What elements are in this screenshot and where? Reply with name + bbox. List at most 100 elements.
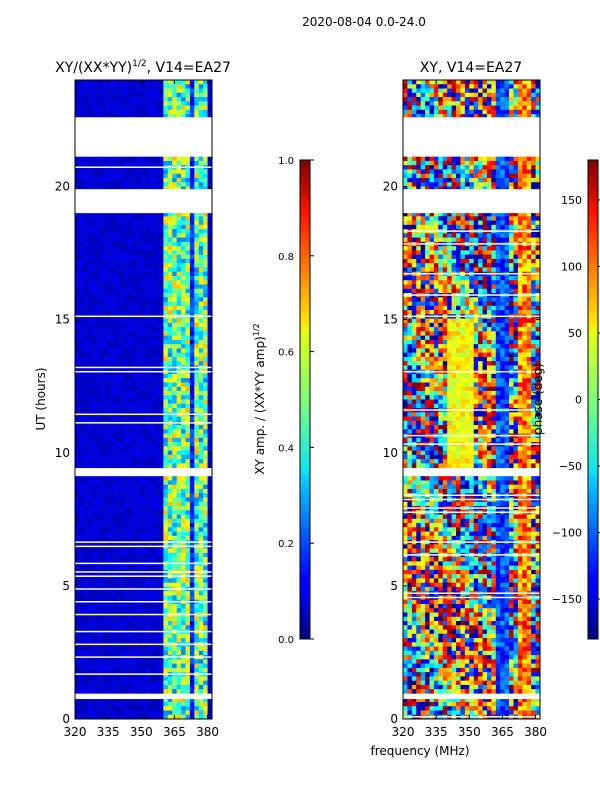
heatmap-cell	[141, 160, 147, 166]
heatmap-cell	[500, 114, 506, 119]
heatmap-cell	[145, 706, 151, 711]
heatmap-cell	[92, 318, 98, 324]
heatmap-cell	[172, 454, 178, 460]
heatmap-cell	[123, 92, 129, 98]
heatmap-cell	[203, 233, 208, 239]
heatmap-cell	[145, 356, 151, 362]
heatmap-cell	[194, 246, 200, 251]
heatmap-cell	[189, 399, 195, 405]
heatmap-cell	[97, 293, 102, 298]
heatmap-cell	[92, 484, 98, 490]
heatmap-cell	[105, 114, 111, 119]
heatmap-cell	[154, 92, 160, 98]
heatmap-cell	[105, 667, 111, 673]
heatmap-cell	[172, 361, 178, 366]
heatmap-cell	[194, 177, 200, 183]
heatmap-cell	[154, 710, 160, 716]
heatmap-cell	[504, 173, 510, 179]
heatmap-cell	[123, 459, 129, 464]
heatmap-cell	[189, 506, 195, 511]
heatmap-cell	[163, 318, 169, 324]
heatmap-cell	[114, 220, 120, 226]
heatmap-cell	[469, 233, 475, 239]
heatmap-cell	[447, 165, 453, 170]
heatmap-cell	[92, 339, 98, 345]
heatmap-cell	[128, 101, 133, 106]
heatmap-cell	[189, 450, 195, 456]
heatmap-cell	[128, 582, 133, 588]
heatmap-cell	[163, 476, 169, 481]
heatmap-cell	[486, 109, 492, 115]
heatmap-cell	[407, 212, 413, 217]
heatmap-cell	[154, 463, 160, 469]
heatmap-cell	[203, 327, 208, 332]
heatmap-cell	[189, 514, 195, 520]
heatmap-cell	[189, 378, 195, 383]
heatmap-cell	[105, 182, 111, 187]
heatmap-cell	[150, 710, 155, 716]
heatmap-cell	[110, 109, 116, 115]
heatmap-cell	[167, 293, 173, 298]
heatmap-cell	[110, 684, 116, 690]
y-tick-label: 20	[55, 180, 70, 194]
heatmap-cell	[114, 514, 120, 520]
heatmap-cell	[478, 101, 483, 106]
heatmap-cell	[88, 220, 94, 226]
heatmap-cell	[88, 459, 94, 464]
heatmap-cell	[123, 510, 129, 515]
heatmap-cell	[154, 220, 160, 226]
heatmap-cell	[83, 488, 89, 494]
heatmap-cell	[92, 263, 98, 268]
heatmap-cell	[185, 403, 191, 409]
heatmap-cell	[128, 378, 133, 383]
heatmap-cell	[158, 254, 164, 260]
heatmap-cell	[105, 497, 111, 503]
heatmap-cell	[167, 625, 173, 630]
heatmap-cell	[145, 88, 151, 94]
heatmap-cell	[119, 275, 125, 281]
heatmap-cell	[141, 254, 147, 260]
heatmap-cell	[158, 169, 164, 175]
heatmap-cell	[136, 233, 142, 239]
heatmap-cell	[167, 476, 173, 481]
heatmap-cell	[194, 305, 200, 311]
heatmap-cell	[456, 92, 461, 98]
heatmap-cell	[92, 92, 98, 98]
heatmap-cell	[83, 182, 89, 187]
heatmap-cell	[198, 254, 204, 260]
heatmap-cell	[83, 246, 89, 251]
heatmap-cell	[442, 169, 448, 175]
heatmap-cell	[416, 173, 422, 179]
heatmap-cell	[181, 97, 186, 102]
heatmap-cell	[141, 506, 147, 511]
heatmap-cell	[79, 514, 85, 520]
heatmap-cell	[150, 625, 155, 630]
heatmap-cell	[194, 293, 200, 298]
heatmap-cell	[456, 160, 461, 166]
heatmap-cell	[478, 114, 483, 119]
heatmap-cell	[447, 109, 453, 115]
heatmap-cell	[75, 510, 80, 515]
heatmap-cell	[185, 258, 191, 264]
heatmap-cell	[172, 501, 178, 507]
heatmap-cell	[207, 237, 212, 243]
heatmap-cell	[110, 88, 116, 94]
heatmap-cell	[163, 114, 169, 119]
heatmap-cell	[189, 582, 195, 588]
heatmap-cell	[456, 220, 461, 226]
heatmap-cell	[158, 237, 164, 243]
heatmap-cell	[141, 497, 147, 503]
heatmap-cell	[97, 582, 102, 588]
heatmap-cell	[150, 160, 155, 166]
heatmap-cell	[163, 408, 169, 413]
heatmap-cell	[105, 552, 111, 558]
heatmap-cell	[97, 518, 102, 524]
heatmap-cell	[101, 689, 107, 694]
heatmap-cell	[203, 237, 208, 243]
heatmap-cell	[123, 429, 129, 434]
heatmap-cell	[132, 318, 138, 324]
heatmap-cell	[460, 92, 466, 98]
heatmap-cell	[136, 582, 142, 588]
heatmap-cell	[176, 301, 182, 307]
heatmap-cell	[198, 212, 204, 217]
